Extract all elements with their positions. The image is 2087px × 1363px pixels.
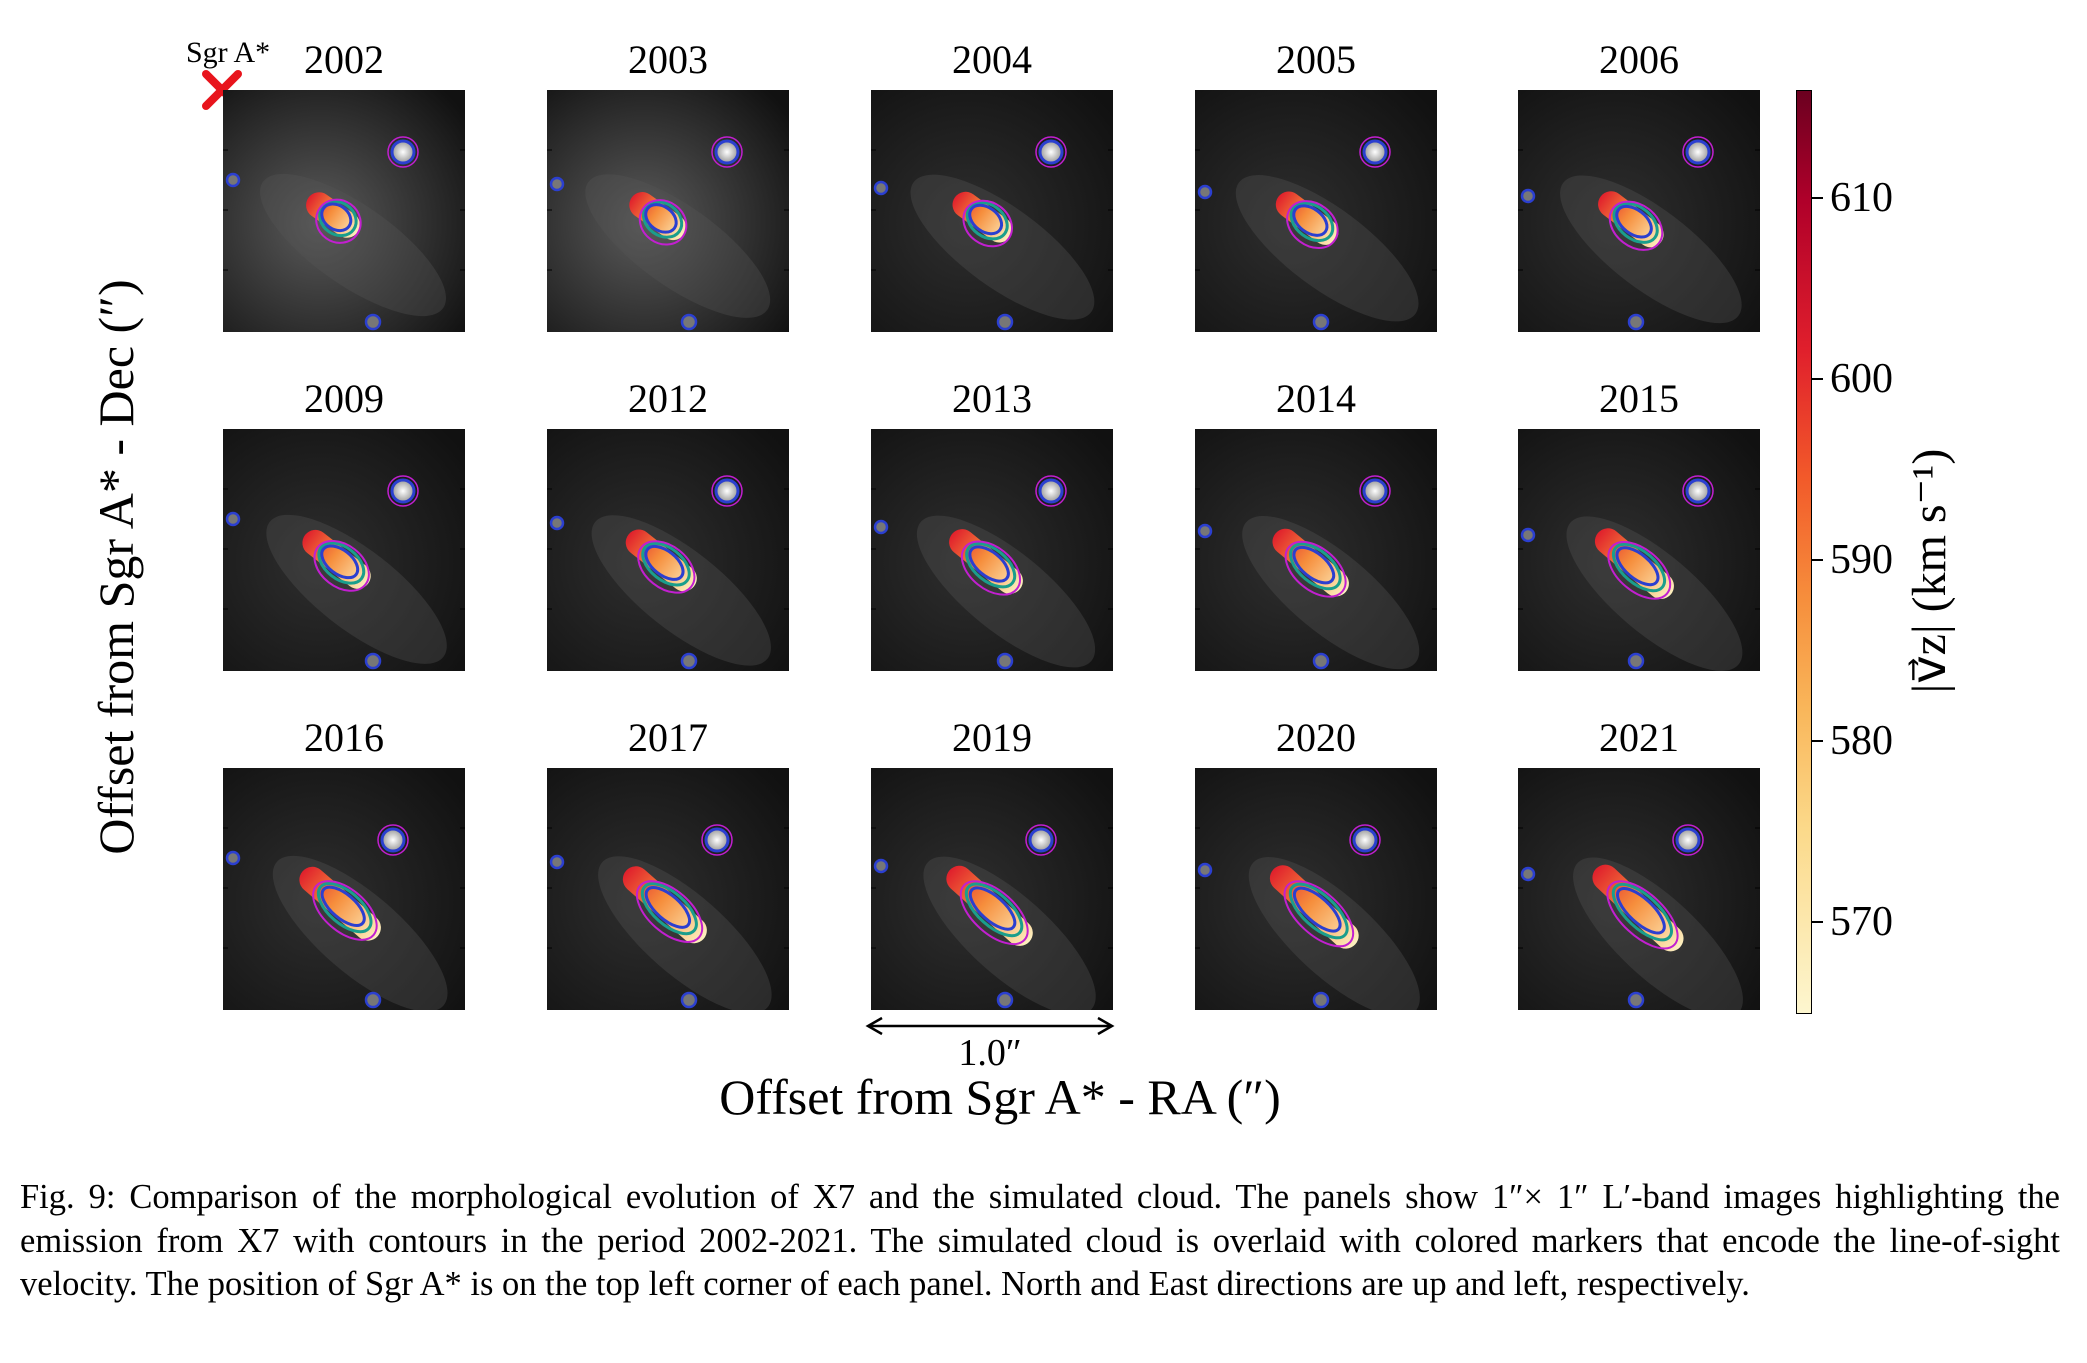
panel-title-2020: 2020: [1276, 715, 1356, 760]
panel-title-2006: 2006: [1599, 37, 1679, 82]
panel-title-2005: 2005: [1276, 37, 1356, 82]
image-panel-2014: [1195, 429, 1437, 671]
colorbar-tick-label: 590: [1830, 537, 1893, 584]
colorbar-label: |v⃗z| (km s⁻¹): [1903, 448, 1956, 694]
image-panel-2012: [547, 429, 789, 671]
panel-title-2017: 2017: [628, 715, 708, 760]
panel-title-2003: 2003: [628, 37, 708, 82]
panel-title-2015: 2015: [1599, 376, 1679, 421]
colorbar-tick-mark: [1811, 739, 1823, 742]
image-panel-2016: [223, 768, 465, 1010]
colorbar-tick-mark: [1811, 920, 1823, 923]
panel-title-2004: 2004: [952, 37, 1032, 82]
image-panel-2017: [547, 768, 789, 1010]
panel-title-2014: 2014: [1276, 376, 1356, 421]
image-panel-2021: [1518, 768, 1760, 1010]
panel-title-2002: 2002: [304, 37, 384, 82]
colorbar-tick-label: 610: [1830, 175, 1893, 222]
image-panel-2006: [1518, 90, 1760, 332]
colorbar-tick-label: 580: [1830, 717, 1893, 764]
panel-title-2013: 2013: [952, 376, 1032, 421]
panel-title-2021: 2021: [1599, 715, 1679, 760]
colorbar-tick-mark: [1811, 559, 1823, 562]
panel-title-2012: 2012: [628, 376, 708, 421]
image-panel-2009: [223, 429, 465, 671]
sgr-a-star-label: Sgr A*: [186, 36, 271, 69]
velocity-colorbar: [1796, 90, 1812, 1014]
colorbar-tick-label: 570: [1830, 898, 1893, 945]
scale-bar-arrow: [864, 1014, 1116, 1043]
image-panel-2013: [871, 429, 1113, 671]
panel-title-2019: 2019: [952, 715, 1032, 760]
panel-title-2009: 2009: [304, 376, 384, 421]
image-panel-2002: [223, 90, 465, 332]
panel-title-2016: 2016: [304, 715, 384, 760]
image-panel-2019: [871, 768, 1113, 1010]
colorbar-tick-mark: [1811, 197, 1823, 200]
colorbar-tick-label: 600: [1830, 356, 1893, 403]
image-panel-2015: [1518, 429, 1760, 671]
x-axis-label: Offset from Sgr A* - RA (″): [719, 1069, 1281, 1125]
scale-bar-label: 1.0″: [958, 1032, 1022, 1074]
image-panel-2005: [1195, 90, 1437, 332]
image-panel-2020: [1195, 768, 1437, 1010]
figure-caption: Fig. 9: Comparison of the morphological …: [20, 1178, 2060, 1303]
y-axis-label: Offset from Sgr A* - Dec (″): [88, 279, 144, 855]
colorbar-tick-mark: [1811, 378, 1823, 381]
image-panel-2003: [547, 90, 789, 332]
image-panel-2004: [871, 90, 1113, 332]
